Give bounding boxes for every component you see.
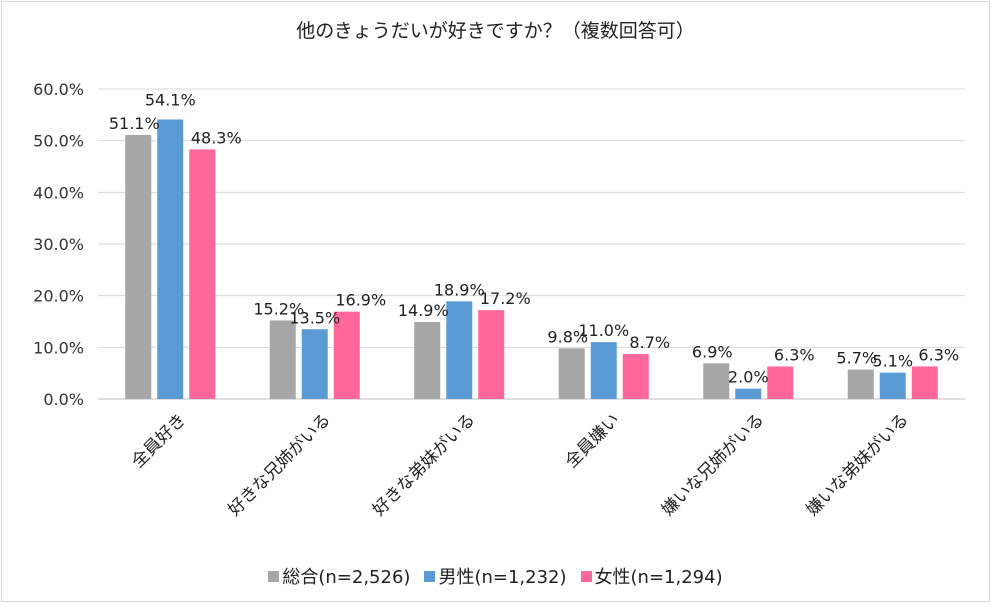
data-label: 5.7% (836, 349, 877, 368)
data-label: 13.5% (289, 308, 340, 327)
data-label: 17.2% (480, 289, 531, 308)
y-tick-label: 30.0% (33, 235, 84, 254)
data-label: 6.3% (774, 345, 815, 364)
data-label: 6.3% (918, 345, 959, 364)
legend-item-total: 総合(n=2,526) (268, 563, 410, 589)
data-label: 18.9% (434, 280, 485, 299)
bar (735, 388, 762, 399)
x-category-label: 全員好き (128, 410, 190, 472)
data-label: 15.2% (253, 299, 304, 318)
bar (847, 369, 874, 399)
bar (478, 310, 505, 399)
chart-title: 他のきょうだいが好きですか？（複数回答可） (296, 20, 695, 42)
data-label: 8.7% (629, 333, 670, 352)
data-label: 48.3% (191, 128, 242, 147)
bar (590, 342, 617, 399)
data-label: 14.9% (398, 301, 449, 320)
data-label: 2.0% (728, 368, 769, 387)
data-label: 51.1% (109, 114, 160, 133)
y-tick-label: 60.0% (33, 80, 84, 99)
data-label: 11.0% (578, 321, 629, 340)
bar (269, 320, 296, 399)
bar (879, 372, 906, 399)
data-label: 6.9% (692, 342, 733, 361)
x-category-label: 好きな兄姉がいる (224, 410, 334, 520)
data-label: 54.1% (145, 90, 196, 109)
legend-item-male: 男性(n=1,232) (424, 563, 567, 589)
bar (703, 363, 730, 399)
legend-item-female: 女性(n=1,294) (580, 563, 723, 589)
legend-label-female: 女性(n=1,294) (594, 567, 723, 588)
data-label: 5.1% (872, 352, 913, 371)
x-category-label: 好きな弟妹がいる (369, 410, 479, 520)
bar (558, 348, 585, 399)
y-tick-label: 20.0% (33, 287, 84, 306)
bar (414, 322, 441, 399)
legend-swatch-total (268, 570, 280, 582)
data-label: 9.8% (547, 327, 588, 346)
legend-label-male: 男性(n=1,232) (438, 567, 567, 588)
bar (446, 301, 473, 399)
x-category-label: 嫌いな兄姉がいる (658, 410, 768, 520)
legend-label-total: 総合(n=2,526) (282, 567, 411, 588)
legend-swatch-male (424, 570, 436, 582)
y-tick-label: 10.0% (33, 338, 84, 357)
bar (189, 149, 216, 399)
bar (301, 329, 328, 399)
x-category-label: 嫌いな弟妹がいる (802, 410, 912, 520)
bar (622, 354, 649, 399)
bar (767, 366, 794, 399)
bar (333, 311, 360, 399)
legend: 総合(n=2,526) 男性(n=1,232) 女性(n=1,294) (0, 563, 991, 589)
data-label: 16.9% (335, 291, 386, 310)
x-category-label: 全員嫌い (562, 410, 624, 472)
y-tick-label: 0.0% (43, 390, 84, 409)
y-tick-label: 50.0% (33, 132, 84, 151)
bar (911, 366, 938, 399)
bar (157, 119, 184, 399)
y-tick-label: 40.0% (33, 183, 84, 202)
legend-swatch-female (580, 570, 592, 582)
bar (125, 134, 152, 399)
